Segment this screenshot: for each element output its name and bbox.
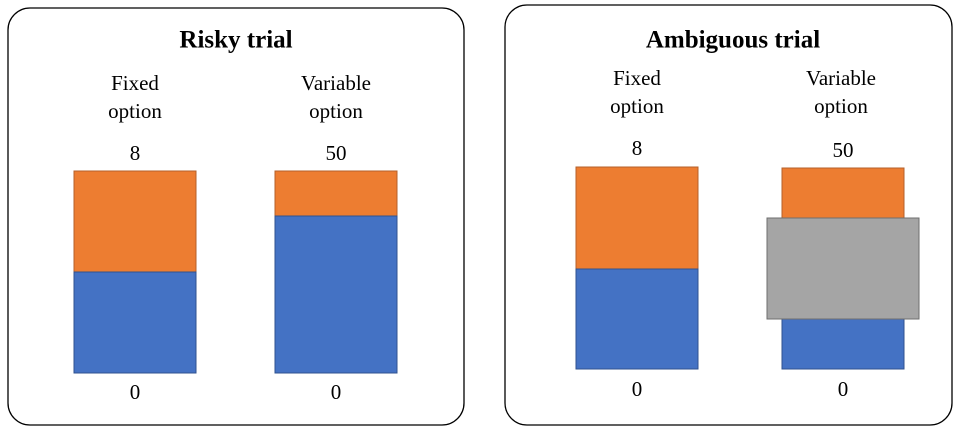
top-value: 8 [632, 136, 643, 160]
top-value: 50 [833, 138, 854, 162]
option-label: option [108, 99, 162, 123]
bottom-value: 0 [838, 377, 849, 401]
bar-upper [274, 170, 398, 217]
bottom-value: 0 [331, 380, 342, 404]
option-label: Variable [301, 71, 371, 95]
option-label: option [309, 99, 363, 123]
bar-lower [575, 268, 699, 370]
ambiguity-cover [766, 217, 920, 320]
bar-upper [575, 166, 699, 270]
bottom-value: 0 [130, 380, 141, 404]
bar-lower [274, 215, 398, 374]
panel-title: Risky trial [179, 27, 292, 54]
option-label: Fixed [613, 66, 661, 90]
top-value: 50 [326, 141, 347, 165]
option-label: option [814, 94, 868, 118]
bar-upper [73, 170, 197, 273]
bar-lower [73, 271, 197, 374]
bottom-value: 0 [632, 377, 643, 401]
panel-title: Ambiguous trial [646, 27, 820, 54]
option-label: option [610, 94, 664, 118]
option-label: Fixed [111, 71, 159, 95]
option-label: Variable [806, 66, 876, 90]
top-value: 8 [130, 141, 141, 165]
